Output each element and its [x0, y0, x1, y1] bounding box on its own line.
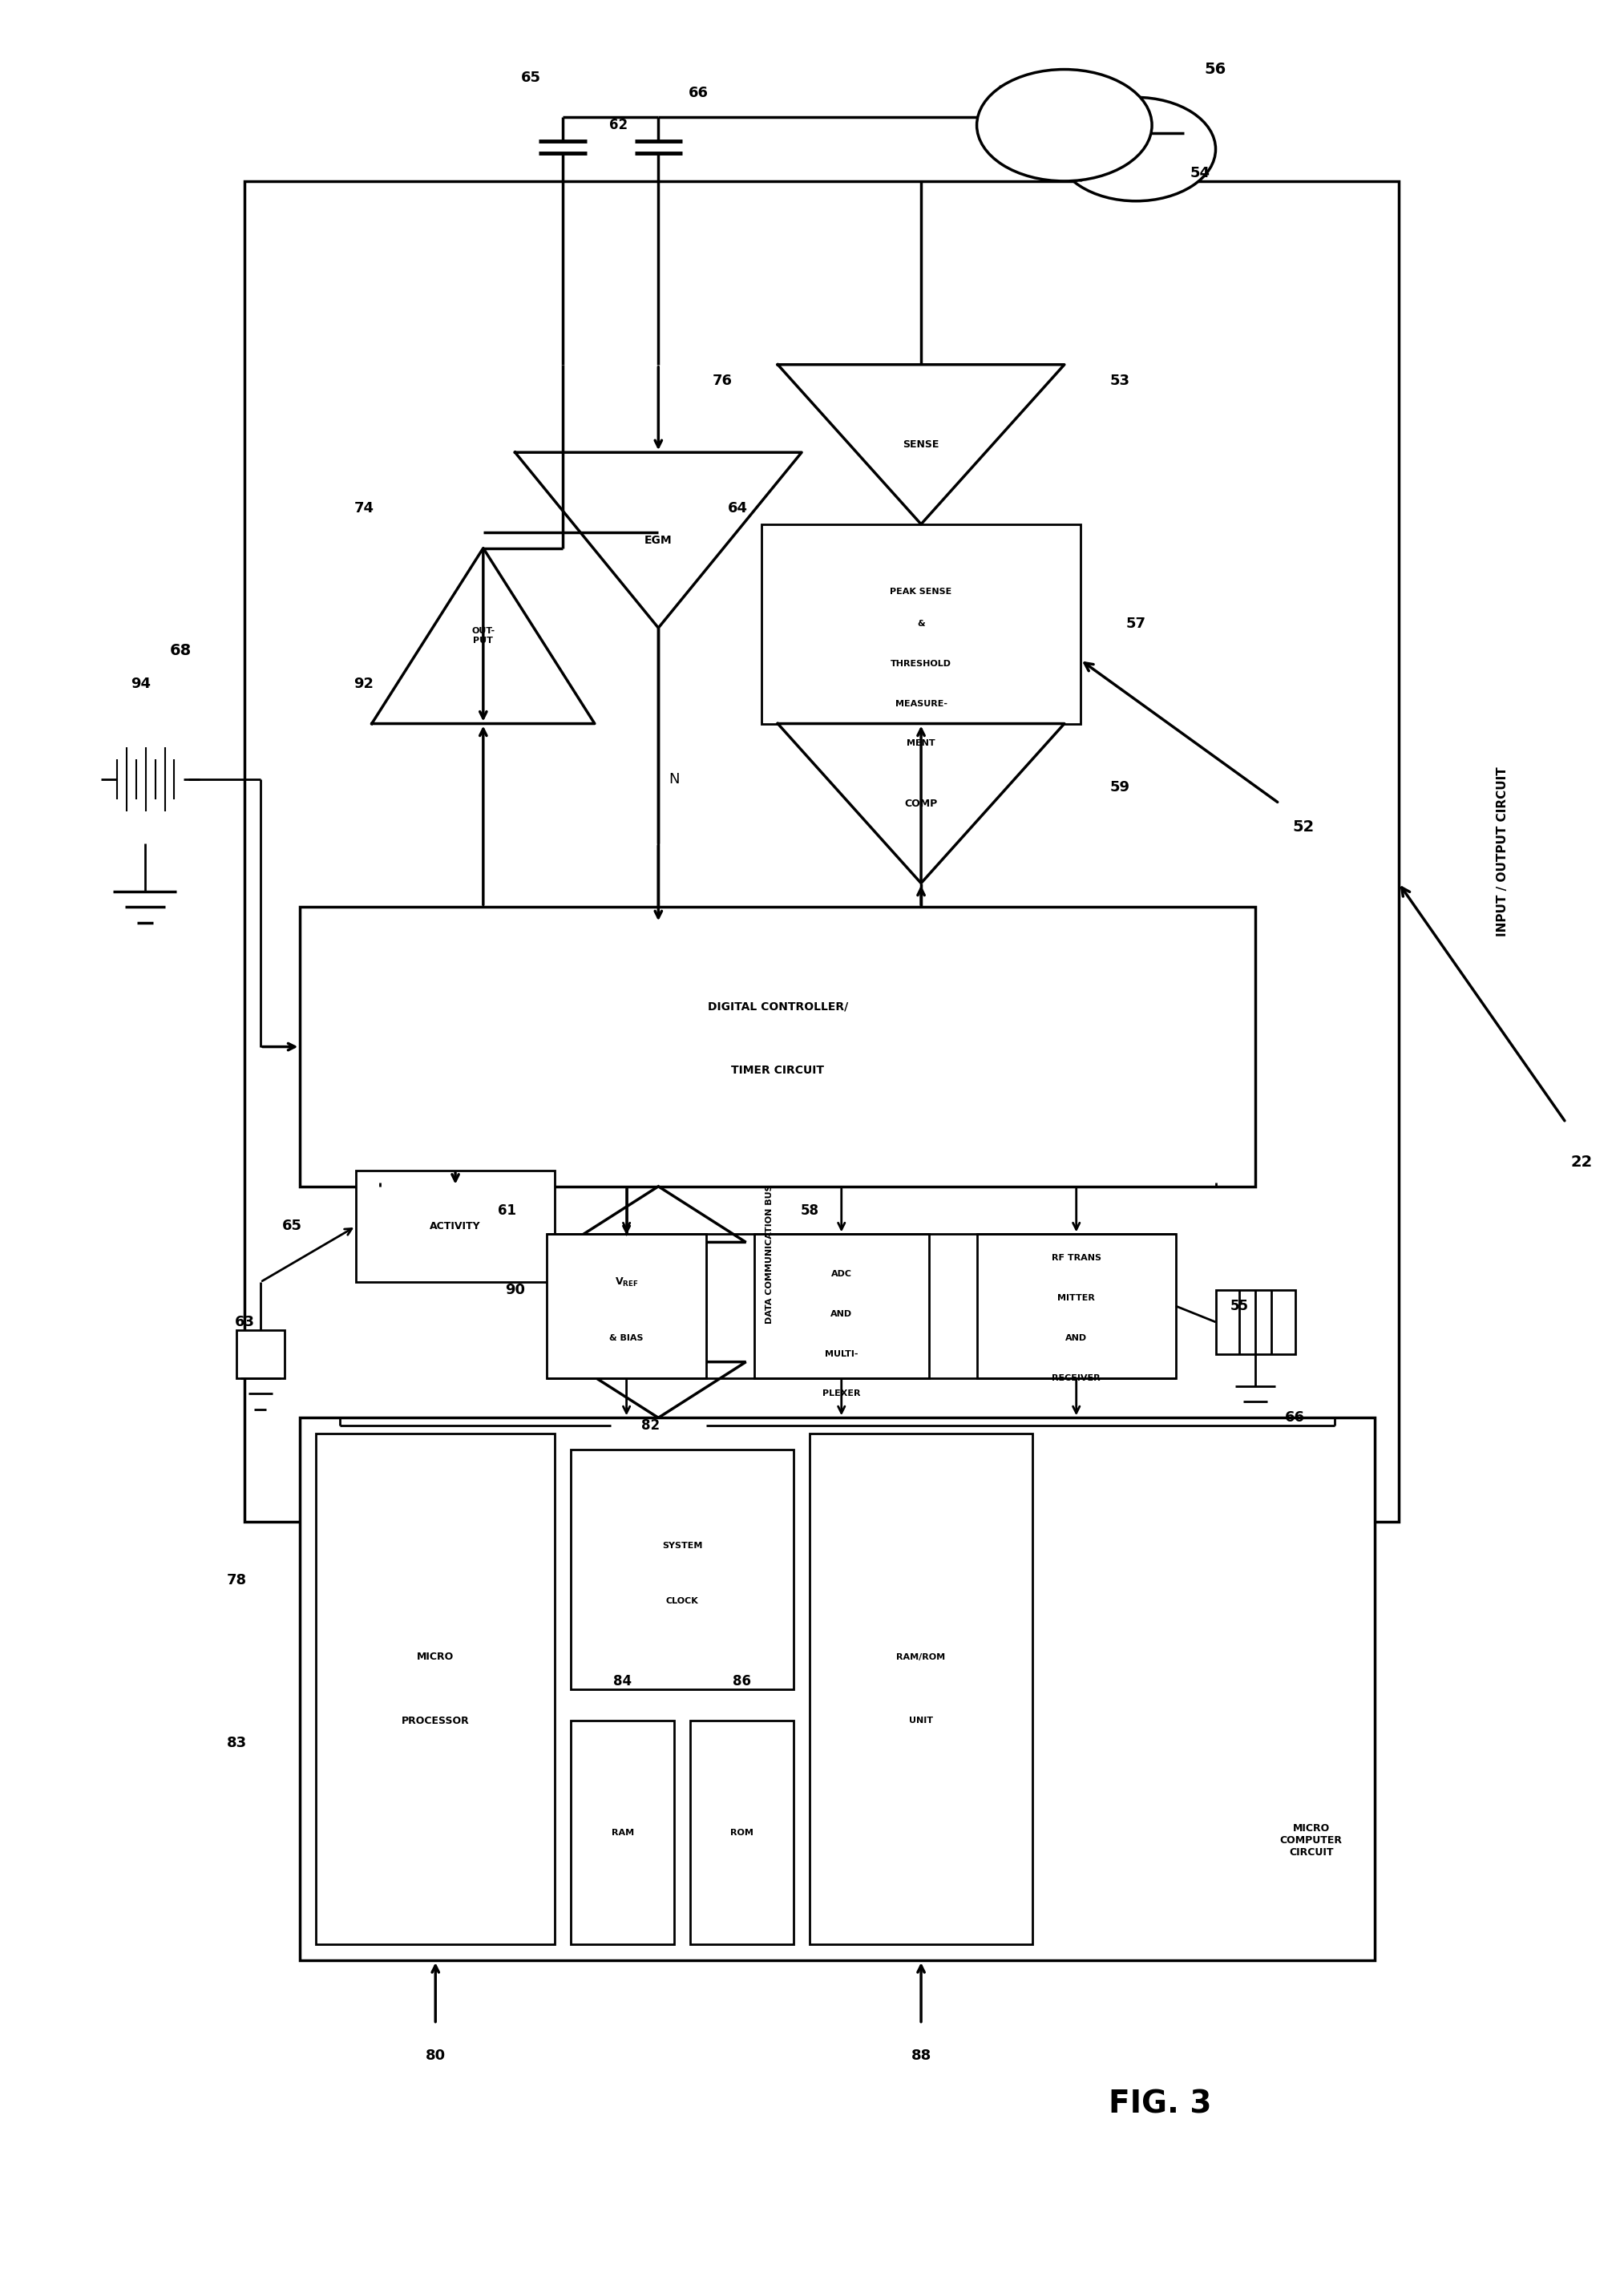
Text: OUT-
PUT: OUT- PUT [471, 626, 495, 644]
Polygon shape [570, 1186, 745, 1323]
Text: CLOCK: CLOCK [666, 1597, 698, 1606]
Text: MICRO
COMPUTER
CIRCUIT: MICRO COMPUTER CIRCUIT [1280, 1823, 1343, 1858]
Text: RF TRANS: RF TRANS [1051, 1254, 1101, 1261]
Text: & BIAS: & BIAS [609, 1334, 643, 1341]
Text: $\mathregular{V_{REF}}$: $\mathregular{V_{REF}}$ [614, 1275, 638, 1289]
Text: 56: 56 [1205, 62, 1226, 78]
Text: RAM/ROM: RAM/ROM [896, 1652, 945, 1661]
Text: 74: 74 [354, 500, 374, 516]
Bar [317, 1433, 555, 1945]
Text: INPUT / OUTPUT CIRCUIT: INPUT / OUTPUT CIRCUIT [1496, 765, 1509, 937]
Bar [300, 1417, 1376, 1961]
Text: 66: 66 [1285, 1410, 1306, 1426]
Text: FIG. 3: FIG. 3 [1109, 2088, 1212, 2118]
Text: 64: 64 [728, 500, 749, 516]
Text: MITTER: MITTER [1057, 1293, 1095, 1302]
Bar [570, 1449, 794, 1689]
Text: ROM: ROM [731, 1828, 754, 1837]
Text: RAM: RAM [611, 1828, 633, 1837]
Text: AND: AND [830, 1309, 853, 1318]
Bar [570, 1721, 674, 1945]
Text: PROCESSOR: PROCESSOR [401, 1716, 469, 1725]
Text: 83: 83 [226, 1737, 247, 1750]
Text: 65: 65 [521, 71, 541, 85]
Bar [810, 1433, 1033, 1945]
Text: PEAK SENSE: PEAK SENSE [890, 587, 952, 596]
Text: 22: 22 [1570, 1154, 1593, 1170]
Text: 78: 78 [226, 1574, 247, 1588]
Text: 63: 63 [234, 1314, 255, 1330]
Text: 54: 54 [1190, 167, 1210, 181]
Text: MULTI-: MULTI- [825, 1350, 857, 1357]
Text: 53: 53 [1111, 372, 1130, 388]
Text: MICRO: MICRO [417, 1652, 455, 1661]
Bar [762, 523, 1080, 724]
Text: UNIT: UNIT [909, 1716, 934, 1725]
Bar [976, 1234, 1176, 1378]
Text: SENSE: SENSE [903, 439, 939, 450]
Bar [1216, 1291, 1296, 1355]
Bar [237, 1330, 284, 1378]
Text: EGM: EGM [645, 535, 672, 546]
Bar [547, 1234, 706, 1378]
Text: 59: 59 [1111, 779, 1130, 795]
Ellipse shape [976, 69, 1151, 181]
Bar [754, 1234, 929, 1378]
Text: 58: 58 [801, 1204, 818, 1218]
Text: 61: 61 [499, 1204, 516, 1218]
Ellipse shape [1056, 98, 1216, 201]
Text: MENT: MENT [906, 740, 935, 747]
Text: 86: 86 [732, 1675, 752, 1689]
Polygon shape [372, 548, 594, 724]
Text: 52: 52 [1293, 820, 1314, 834]
Text: 84: 84 [614, 1675, 632, 1689]
Text: DATA COMMUNICATION BUS: DATA COMMUNICATION BUS [767, 1184, 773, 1323]
Text: THRESHOLD: THRESHOLD [890, 660, 952, 667]
Polygon shape [778, 724, 1064, 884]
Text: 94: 94 [132, 676, 151, 690]
Bar [356, 1170, 555, 1282]
Text: ADC: ADC [831, 1270, 853, 1277]
Text: DIGITAL CONTROLLER/: DIGITAL CONTROLLER/ [708, 1001, 848, 1012]
Text: COMP: COMP [905, 797, 937, 809]
Text: 88: 88 [911, 2050, 931, 2063]
Polygon shape [515, 452, 802, 628]
Text: 65: 65 [283, 1220, 302, 1234]
Text: 90: 90 [505, 1282, 525, 1298]
Text: TIMER CIRCUIT: TIMER CIRCUIT [731, 1065, 825, 1076]
Bar [690, 1721, 794, 1945]
Text: PLEXER: PLEXER [822, 1389, 861, 1398]
Text: 76: 76 [711, 372, 732, 388]
Polygon shape [778, 366, 1064, 523]
Text: RECEIVER: RECEIVER [1052, 1373, 1101, 1382]
Text: ACTIVITY: ACTIVITY [430, 1220, 481, 1232]
Bar [300, 907, 1255, 1186]
Text: MEASURE-: MEASURE- [895, 699, 947, 708]
Text: 62: 62 [609, 119, 628, 133]
Text: 92: 92 [354, 676, 374, 690]
Text: 82: 82 [641, 1419, 659, 1433]
Text: N: N [669, 772, 680, 786]
Text: 68: 68 [171, 642, 192, 658]
Text: AND: AND [1065, 1334, 1086, 1341]
Text: 80: 80 [425, 2050, 445, 2063]
Polygon shape [570, 1323, 745, 1417]
Text: &: & [918, 619, 926, 628]
Text: SYSTEM: SYSTEM [663, 1542, 703, 1549]
Text: 55: 55 [1231, 1298, 1249, 1314]
Bar [244, 181, 1398, 1522]
Text: 57: 57 [1125, 617, 1147, 631]
Text: 66: 66 [689, 87, 708, 101]
